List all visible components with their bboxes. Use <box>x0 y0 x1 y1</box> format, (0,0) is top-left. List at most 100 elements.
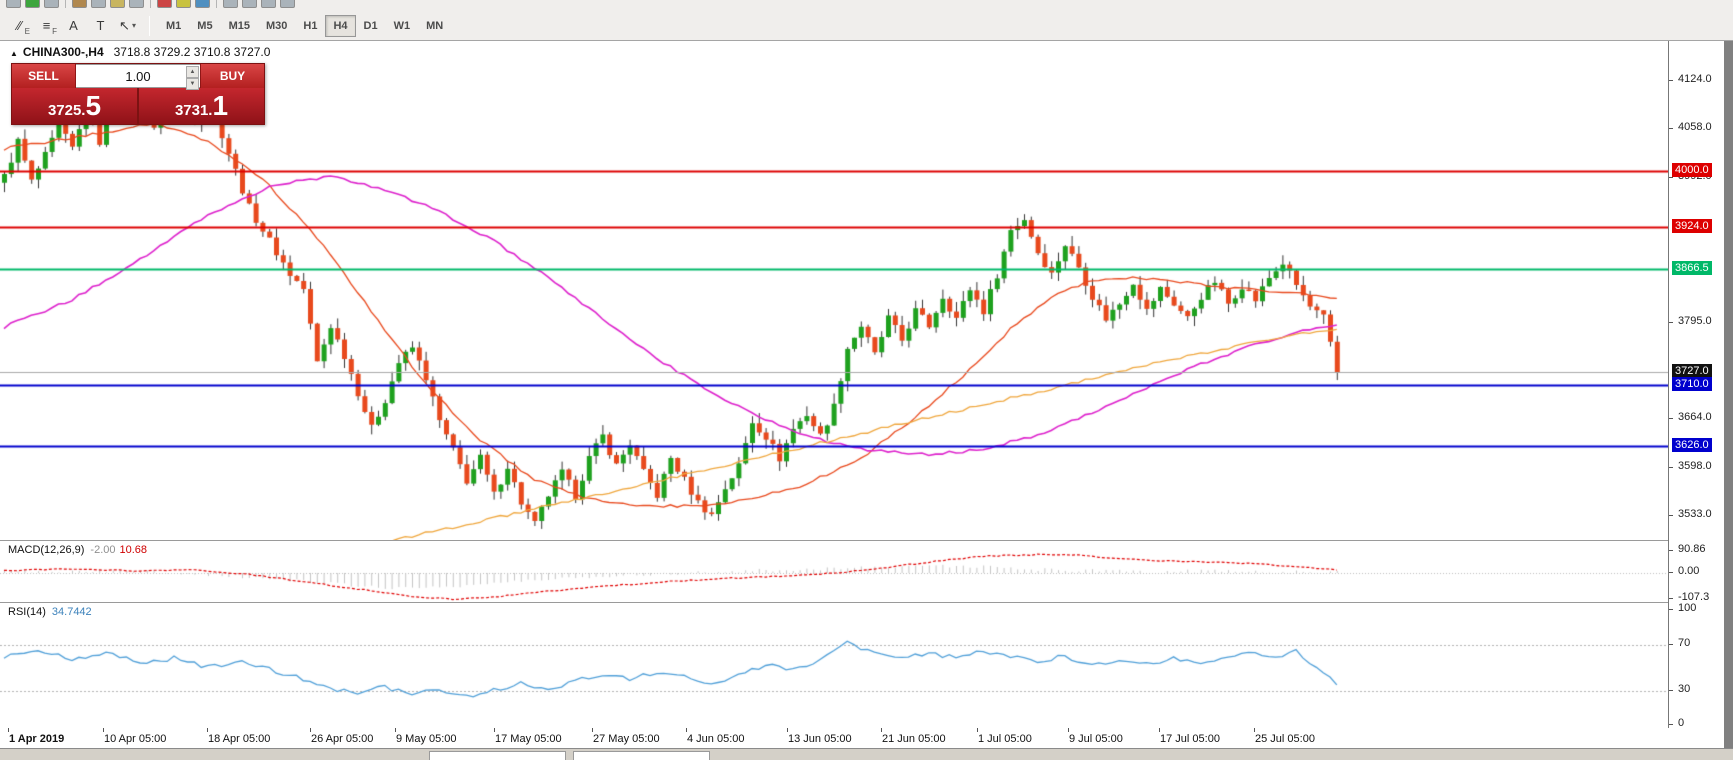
macd-main-value: -2.00 <box>90 544 116 556</box>
timeframe-button-W1[interactable]: W1 <box>393 19 411 32</box>
new-order-icon[interactable] <box>157 0 172 8</box>
navigator-icon[interactable] <box>110 0 125 8</box>
chart-candles-icon[interactable] <box>25 0 40 8</box>
macd-axis-label: 90.86 <box>1678 543 1706 555</box>
sell-price-main: 3725. <box>47 102 86 119</box>
timeframe-button-M1[interactable]: M1 <box>166 19 182 32</box>
trade-panel-divider <box>137 88 139 124</box>
time-tick-label: 10 Apr 05:00 <box>104 733 167 745</box>
macd-label: MACD(12,26,9) -2.00 10.68 <box>8 544 147 556</box>
time-tick-label: 18 Apr 05:00 <box>208 733 271 745</box>
docked-panel-tab[interactable] <box>429 751 566 760</box>
axis-tick-mark <box>494 728 495 732</box>
timeframe-button-MN[interactable]: MN <box>426 19 444 32</box>
axis-tick-mark <box>592 728 593 732</box>
axis-tick-mark <box>977 728 978 732</box>
sell-price[interactable]: 3725. 5 <box>12 88 137 124</box>
timeframes-group: M1 M5 M15 M30 H1 H4 D1 W1 MN <box>158 14 451 37</box>
rsi-axis-label: 70 <box>1678 637 1691 649</box>
macd-indicator-canvas[interactable] <box>0 541 1668 603</box>
profiles-icon[interactable] <box>44 0 59 8</box>
time-tick-label: 21 Jun 05:00 <box>882 733 946 745</box>
timeframe-button-D1[interactable]: D1 <box>363 19 378 32</box>
autotrading-icon[interactable] <box>195 0 210 8</box>
data-window-icon[interactable] <box>91 0 106 8</box>
axis-tick-mark <box>1669 644 1673 645</box>
volume-input[interactable]: 1.00 ▲ ▼ <box>76 64 200 90</box>
price-axis[interactable]: 4124.04058.03992.03795.03664.03598.03533… <box>1668 41 1724 729</box>
volume-value[interactable]: 1.00 <box>125 68 151 84</box>
time-axis[interactable]: 1 Apr 2019 10 Apr 05:00 18 Apr 05:00 26 Apr… <box>0 728 1668 748</box>
timeframe-button-M5[interactable]: M5 <box>197 19 213 32</box>
axis-tick-mark <box>1669 80 1673 81</box>
macd-signal-value: 10.68 <box>119 544 148 556</box>
toolbar-separator <box>65 0 66 8</box>
toolbar-separator <box>150 0 151 8</box>
rsi-indicator-canvas[interactable] <box>0 603 1668 729</box>
chart-ohlc-values: 3718.8 3729.2 3710.8 3727.0 <box>113 45 271 59</box>
zoom-in-icon[interactable] <box>261 0 276 8</box>
timeframe-button-H1[interactable]: H1 <box>303 19 318 32</box>
timeframe-button-H4[interactable]: H4 <box>325 14 356 37</box>
timeframe-button-M30[interactable]: M30 <box>265 19 288 32</box>
new-chart-icon[interactable] <box>6 0 21 8</box>
collapse-icon[interactable]: ▲ <box>10 49 18 58</box>
macd-axis-label: -107.3 <box>1678 591 1710 603</box>
chart-line-icon[interactable] <box>242 0 257 8</box>
rsi-label: RSI(14) 34.7442 <box>8 606 92 618</box>
macd-pane: MACD(12,26,9) -2.00 10.68 <box>0 540 1668 603</box>
axis-tick-mark <box>1068 728 1069 732</box>
text-label-icon[interactable]: T <box>87 14 114 37</box>
time-tick-label: 25 Jul 05:00 <box>1255 733 1315 745</box>
axis-tick-mark <box>1669 128 1673 129</box>
sell-button[interactable]: SELL <box>12 64 76 88</box>
rsi-name: RSI(14) <box>8 606 46 618</box>
macd-axis-label: 0.00 <box>1678 565 1700 577</box>
fibonacci-icon[interactable]: ≡ F <box>33 14 60 37</box>
price-tick-label: 3795.0 <box>1678 315 1712 327</box>
axis-tick-mark <box>1159 728 1160 732</box>
time-tick-label: 27 May 05:00 <box>593 733 660 745</box>
arrows-icon-glyph: ↖ <box>119 17 130 33</box>
rsi-axis-label: 30 <box>1678 683 1691 695</box>
text-label-icon-glyph: T <box>96 18 105 33</box>
buy-button[interactable]: BUY <box>200 64 264 88</box>
fibonacci-icon-sub: F <box>52 27 57 36</box>
axis-tick-mark <box>310 728 311 732</box>
trade-panel-prices: 3725. 5 3731. 1 <box>12 88 264 124</box>
buy-price[interactable]: 3731. 1 <box>139 88 264 124</box>
text-icon-glyph: A <box>69 18 78 33</box>
macd-name: MACD(12,26,9) <box>8 544 85 556</box>
window-edge-strip <box>1724 41 1733 760</box>
toolbar-top-row <box>0 0 1733 11</box>
metaeditor-icon[interactable] <box>176 0 191 8</box>
axis-tick-mark <box>1254 728 1255 732</box>
axis-tick-mark <box>207 728 208 732</box>
terminal-icon[interactable] <box>129 0 144 8</box>
chart-bars-icon[interactable] <box>223 0 238 8</box>
axis-tick-mark <box>8 728 9 732</box>
chart-window: ▲ CHINA300-,H4 3718.8 3729.2 3710.8 3727.0… <box>0 41 1733 748</box>
time-tick-label: 26 Apr 05:00 <box>311 733 374 745</box>
price-tick-label: 3664.0 <box>1678 411 1712 423</box>
volume-up-button[interactable]: ▲ <box>186 66 199 78</box>
price-tick-label: 4124.0 <box>1678 73 1712 85</box>
trade-panel-controls: SELL 1.00 ▲ ▼ BUY <box>12 64 264 90</box>
time-tick-label: 17 Jul 05:00 <box>1160 733 1220 745</box>
arrows-icon[interactable]: ↖ ▾ <box>114 14 141 37</box>
docked-panel-tab[interactable] <box>573 751 710 760</box>
market-watch-icon[interactable] <box>72 0 87 8</box>
text-icon[interactable]: A <box>60 14 87 37</box>
price-tick-label: 4058.0 <box>1678 121 1712 133</box>
volume-down-button[interactable]: ▼ <box>186 78 199 90</box>
chevron-down-icon: ▾ <box>131 21 136 30</box>
axis-tick-mark <box>1669 690 1673 691</box>
volume-spinner: ▲ ▼ <box>186 66 199 90</box>
equidistant-channel-icon[interactable]: ∕∕ E <box>6 14 33 37</box>
axis-tick-mark <box>1669 724 1673 725</box>
price-chart-canvas[interactable] <box>0 41 1668 540</box>
zoom-out-icon[interactable] <box>280 0 295 8</box>
timeframe-button-M15[interactable]: M15 <box>228 19 250 32</box>
buy-price-main: 3731. <box>174 102 213 119</box>
axis-tick-mark <box>686 728 687 732</box>
